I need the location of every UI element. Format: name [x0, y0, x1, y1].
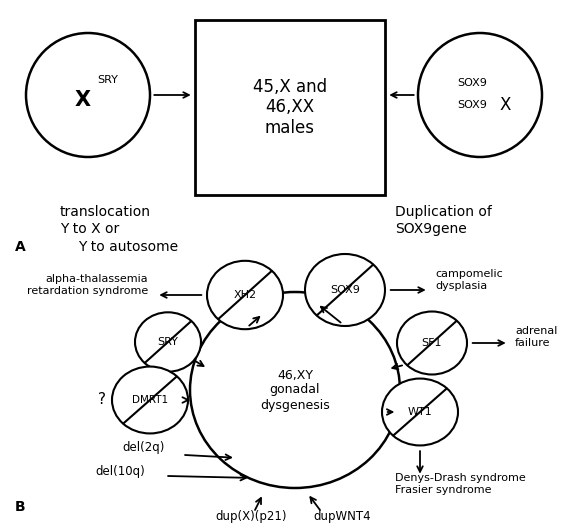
Ellipse shape [112, 367, 188, 433]
Text: SOX9gene: SOX9gene [395, 222, 467, 236]
Text: SRY: SRY [97, 75, 119, 85]
Ellipse shape [382, 379, 458, 445]
Text: del(2q): del(2q) [122, 441, 164, 453]
Ellipse shape [207, 261, 283, 329]
Ellipse shape [26, 33, 150, 157]
Text: campomelic
dysplasia: campomelic dysplasia [435, 269, 503, 291]
Text: Denys-Drash syndrome
Frasier syndrome: Denys-Drash syndrome Frasier syndrome [395, 473, 526, 495]
Text: dupWNT4: dupWNT4 [313, 510, 370, 523]
Text: 45,X and
46,XX
males: 45,X and 46,XX males [253, 78, 327, 138]
Text: Y to X or: Y to X or [60, 222, 119, 236]
Text: 46,XY
gonadal
dysgenesis: 46,XY gonadal dysgenesis [260, 369, 330, 412]
Text: translocation: translocation [60, 205, 151, 219]
Text: Duplication of: Duplication of [395, 205, 492, 219]
Ellipse shape [135, 312, 201, 372]
Text: X: X [499, 96, 511, 114]
Text: Y to autosome: Y to autosome [78, 240, 178, 254]
Text: dup(X)(p21): dup(X)(p21) [215, 510, 286, 523]
Text: X: X [75, 90, 91, 110]
Bar [195, 20, 385, 195]
Text: SOX9: SOX9 [457, 78, 487, 88]
Text: WT1: WT1 [408, 407, 433, 417]
Text: XH2: XH2 [233, 290, 256, 300]
Text: A: A [15, 240, 26, 254]
Text: SF1: SF1 [422, 338, 442, 348]
Ellipse shape [418, 33, 542, 157]
Text: SOX9: SOX9 [457, 100, 487, 110]
Text: DMRT1: DMRT1 [132, 395, 168, 405]
Ellipse shape [190, 292, 400, 488]
Text: B: B [15, 500, 25, 514]
Text: SOX9: SOX9 [330, 285, 360, 295]
Text: adrenal
failure: adrenal failure [515, 326, 558, 348]
Text: ?: ? [98, 393, 106, 407]
Text: SRY: SRY [158, 337, 179, 347]
Text: alpha-thalassemia
retardation syndrome: alpha-thalassemia retardation syndrome [26, 274, 148, 296]
Ellipse shape [305, 254, 385, 326]
Ellipse shape [397, 312, 467, 375]
Text: del(10q): del(10q) [95, 466, 145, 479]
